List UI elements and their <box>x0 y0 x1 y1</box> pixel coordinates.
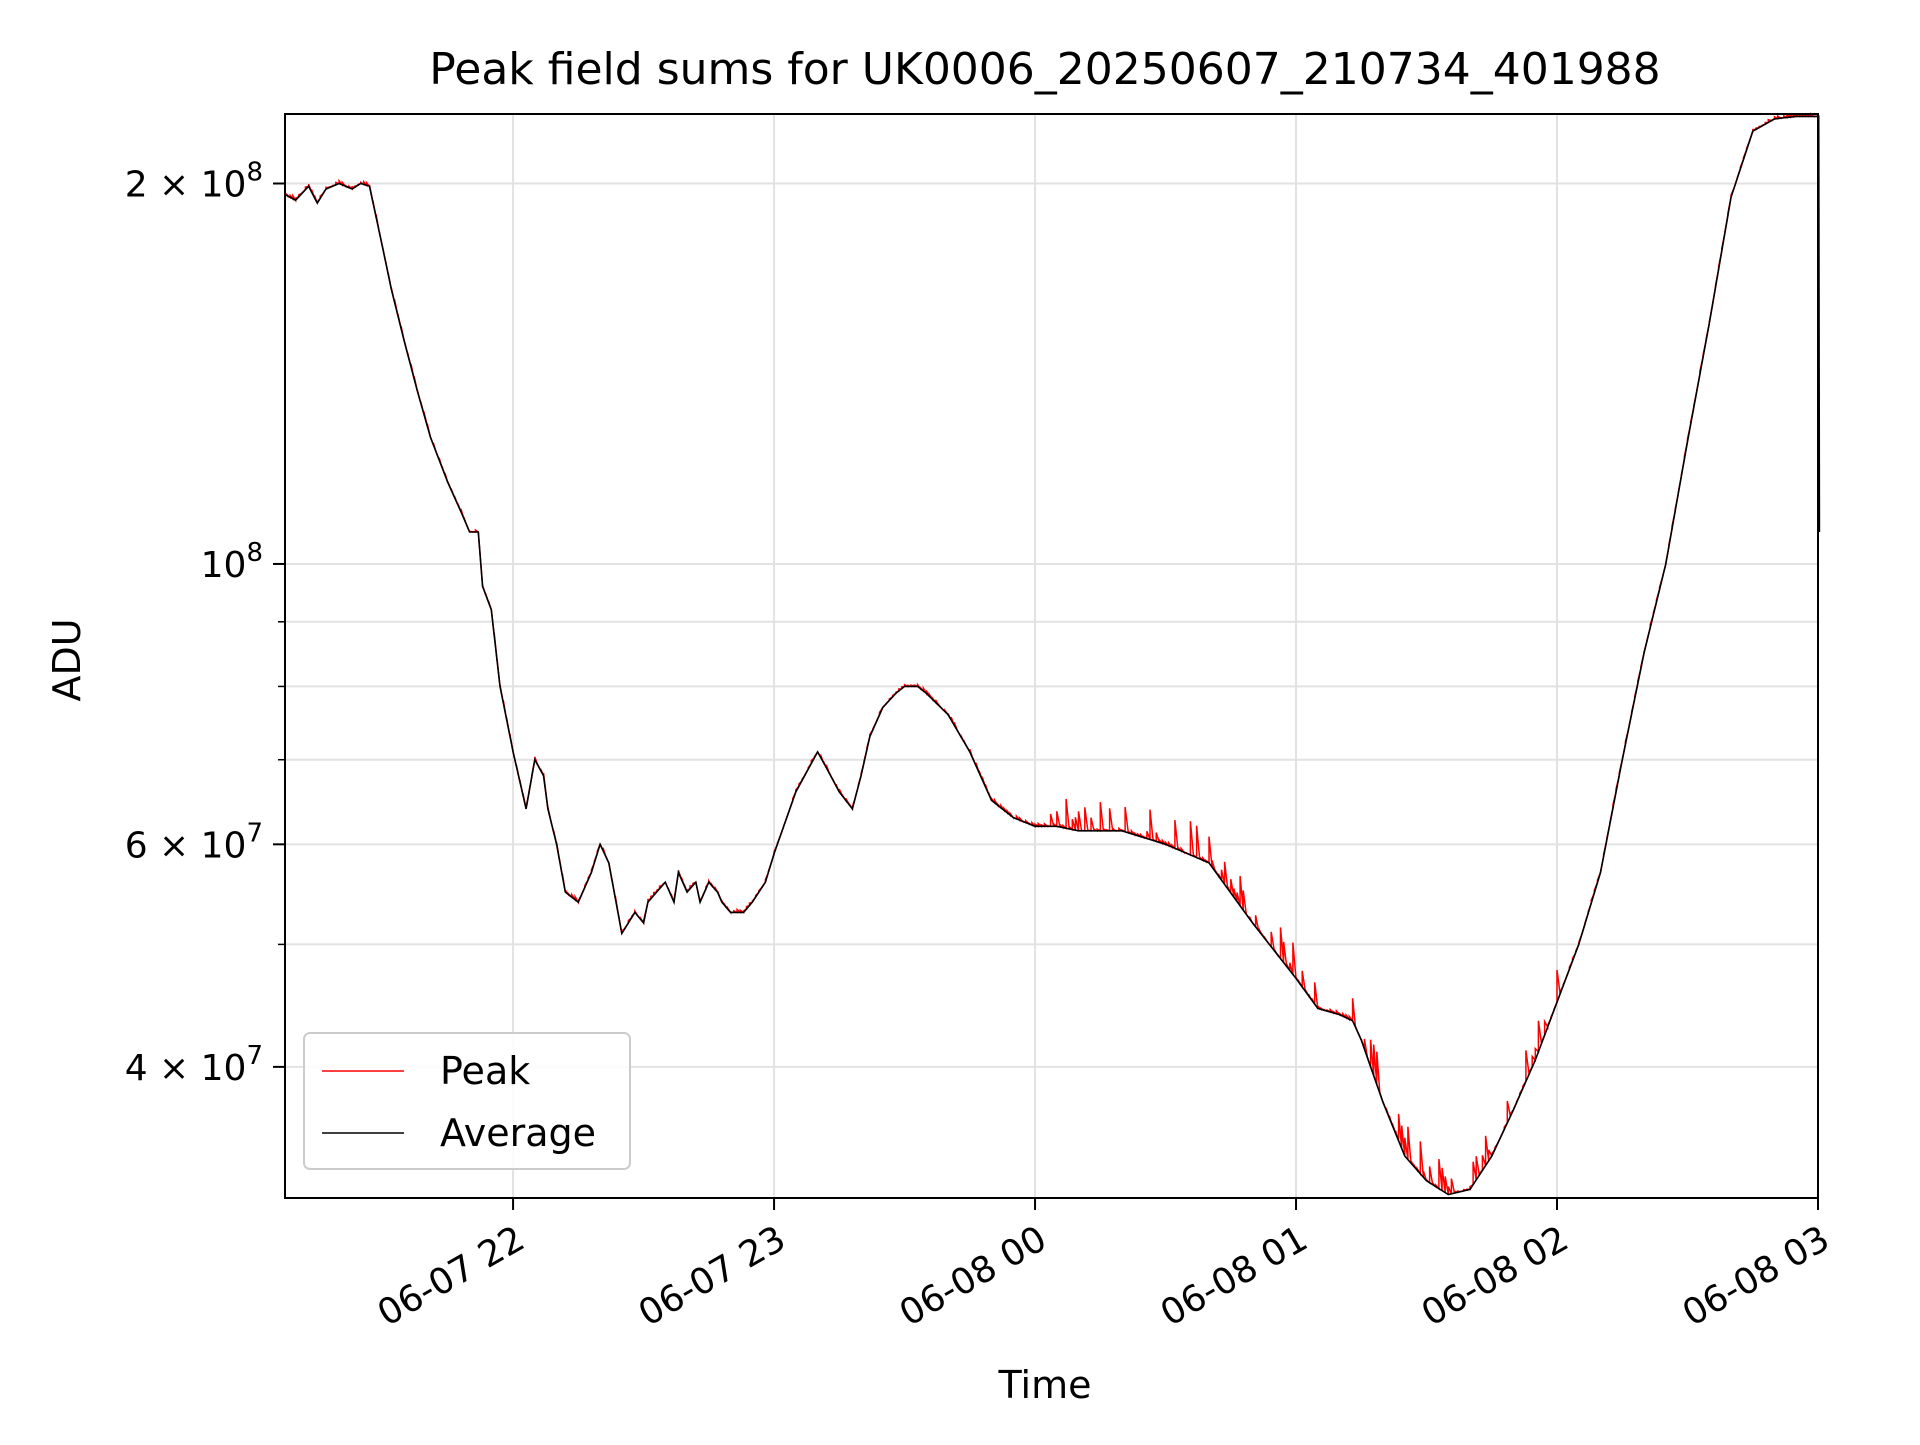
legend-box <box>303 1032 631 1170</box>
y-tick-label: 2 × 108 <box>125 158 263 206</box>
series-layer <box>284 112 1821 1196</box>
x-tick-label: 06-08 01 <box>1154 1218 1315 1334</box>
y-tick-label: 108 <box>201 538 263 586</box>
x-axis-title: Time <box>998 1363 1092 1407</box>
legend-label-average: Average <box>440 1111 596 1155</box>
plot-area-frame <box>284 113 1819 1199</box>
legend: Peak Average <box>303 1032 631 1170</box>
x-tick-label: 06-08 03 <box>1676 1218 1837 1334</box>
chart-title: Peak field sums for UK0006_20250607_2107… <box>429 44 1660 95</box>
x-tick-label: 06-07 23 <box>632 1218 793 1334</box>
x-tick-label: 06-07 22 <box>371 1218 532 1334</box>
y-axis-title: ADU <box>45 618 89 701</box>
x-tick-label: 06-08 00 <box>893 1218 1054 1334</box>
series-average-line <box>284 115 1821 1196</box>
y-tick-label: 4 × 107 <box>125 1041 263 1089</box>
x-tick-label: 06-08 02 <box>1415 1218 1576 1334</box>
legend-label-peak: Peak <box>440 1049 530 1093</box>
y-tick-label: 6 × 107 <box>125 818 263 866</box>
